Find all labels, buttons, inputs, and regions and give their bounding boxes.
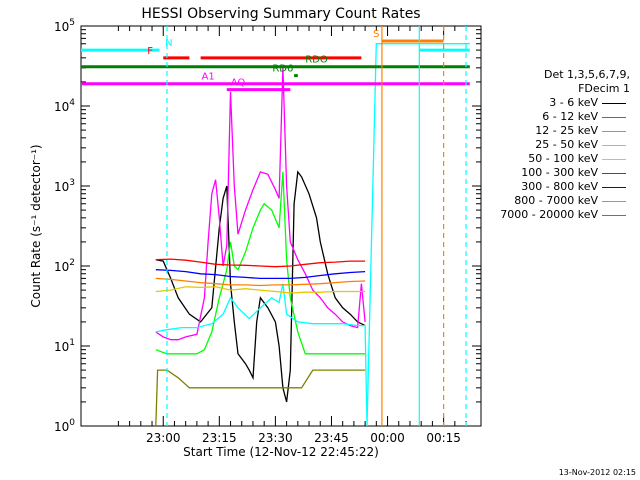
legend-swatch	[602, 215, 626, 216]
series-line-2	[155, 171, 366, 355]
y-tick-label: 102	[54, 258, 75, 274]
legend-swatch	[602, 173, 626, 174]
legend-header-line1: Det 1,3,5,6,7,9,	[543, 68, 630, 81]
plot-frame	[80, 25, 482, 427]
y-axis-label: Count Rate (s⁻¹ detector⁻¹)	[29, 144, 43, 307]
series-line-5	[155, 258, 366, 268]
flag-label: F	[147, 46, 153, 57]
x-axis-label: Start Time (12-Nov-12 22:45:22)	[183, 445, 379, 459]
legend-entry-label: 25 - 50 keV	[535, 138, 598, 151]
series-line-7	[155, 277, 366, 287]
x-tick-label: 23:45	[314, 431, 349, 445]
legend-entry-label: 300 - 800 keV	[521, 180, 598, 193]
series-line-3	[155, 43, 470, 427]
series-line-0	[155, 170, 366, 403]
legend-swatch	[602, 187, 626, 188]
chart-title: HESSI Observing Summary Count Rates	[141, 6, 420, 22]
legend-swatch	[602, 159, 626, 160]
legend-entry-label: 100 - 300 keV	[521, 166, 598, 179]
x-tick-label: 00:15	[426, 431, 461, 445]
x-tick-label: 23:15	[202, 431, 237, 445]
x-tick-label: 23:00	[146, 431, 181, 445]
series-line-1	[155, 67, 366, 341]
timestamp: 13-Nov-2012 02:15	[558, 468, 636, 477]
series-line-4	[155, 286, 366, 294]
flag-label: S	[373, 29, 379, 40]
legend-swatch	[602, 103, 626, 104]
legend-entry: 7000 - 20000 keV	[492, 208, 632, 222]
series-line-8	[155, 369, 366, 427]
legend-entry-label: 6 - 12 keV	[542, 110, 598, 123]
legend-swatch	[602, 201, 626, 202]
legend-swatch	[602, 117, 626, 118]
legend-entry: 50 - 100 keV	[492, 152, 632, 166]
legend-entry: 3 - 6 keV	[492, 96, 632, 110]
legend-entry-label: 3 - 6 keV	[549, 96, 598, 109]
legend-swatch	[602, 145, 626, 146]
flag-label: RD6	[272, 64, 293, 75]
y-tick-label: 104	[54, 98, 75, 114]
legend-entry: 800 - 7000 keV	[492, 194, 632, 208]
legend-header-line2: FDecim 1	[578, 82, 630, 95]
flag-label: A1	[202, 72, 215, 83]
legend-entry: 6 - 12 keV	[492, 110, 632, 124]
y-tick-label: 101	[54, 338, 75, 354]
y-tick-label: 103	[54, 178, 75, 194]
legend-entry: 12 - 25 keV	[492, 124, 632, 138]
legend-entry: 25 - 50 keV	[492, 138, 632, 152]
y-tick-label: 105	[54, 18, 75, 34]
x-tick-label: 23:30	[258, 431, 293, 445]
flag-label: N	[165, 38, 172, 49]
legend-entry-label: 12 - 25 keV	[535, 124, 598, 137]
legend-swatch	[602, 131, 626, 132]
flag-label: RDO	[305, 55, 328, 66]
legend-entry: 300 - 800 keV	[492, 180, 632, 194]
y-tick-label: 100	[54, 418, 75, 434]
legend-entry-label: 800 - 7000 keV	[514, 194, 598, 207]
legend-entry-label: 50 - 100 keV	[528, 152, 598, 165]
x-tick-label: 00:00	[370, 431, 405, 445]
legend-entry: 100 - 300 keV	[492, 166, 632, 180]
series-line-6	[155, 269, 366, 280]
legend-entry-label: 7000 - 20000 keV	[500, 208, 598, 221]
